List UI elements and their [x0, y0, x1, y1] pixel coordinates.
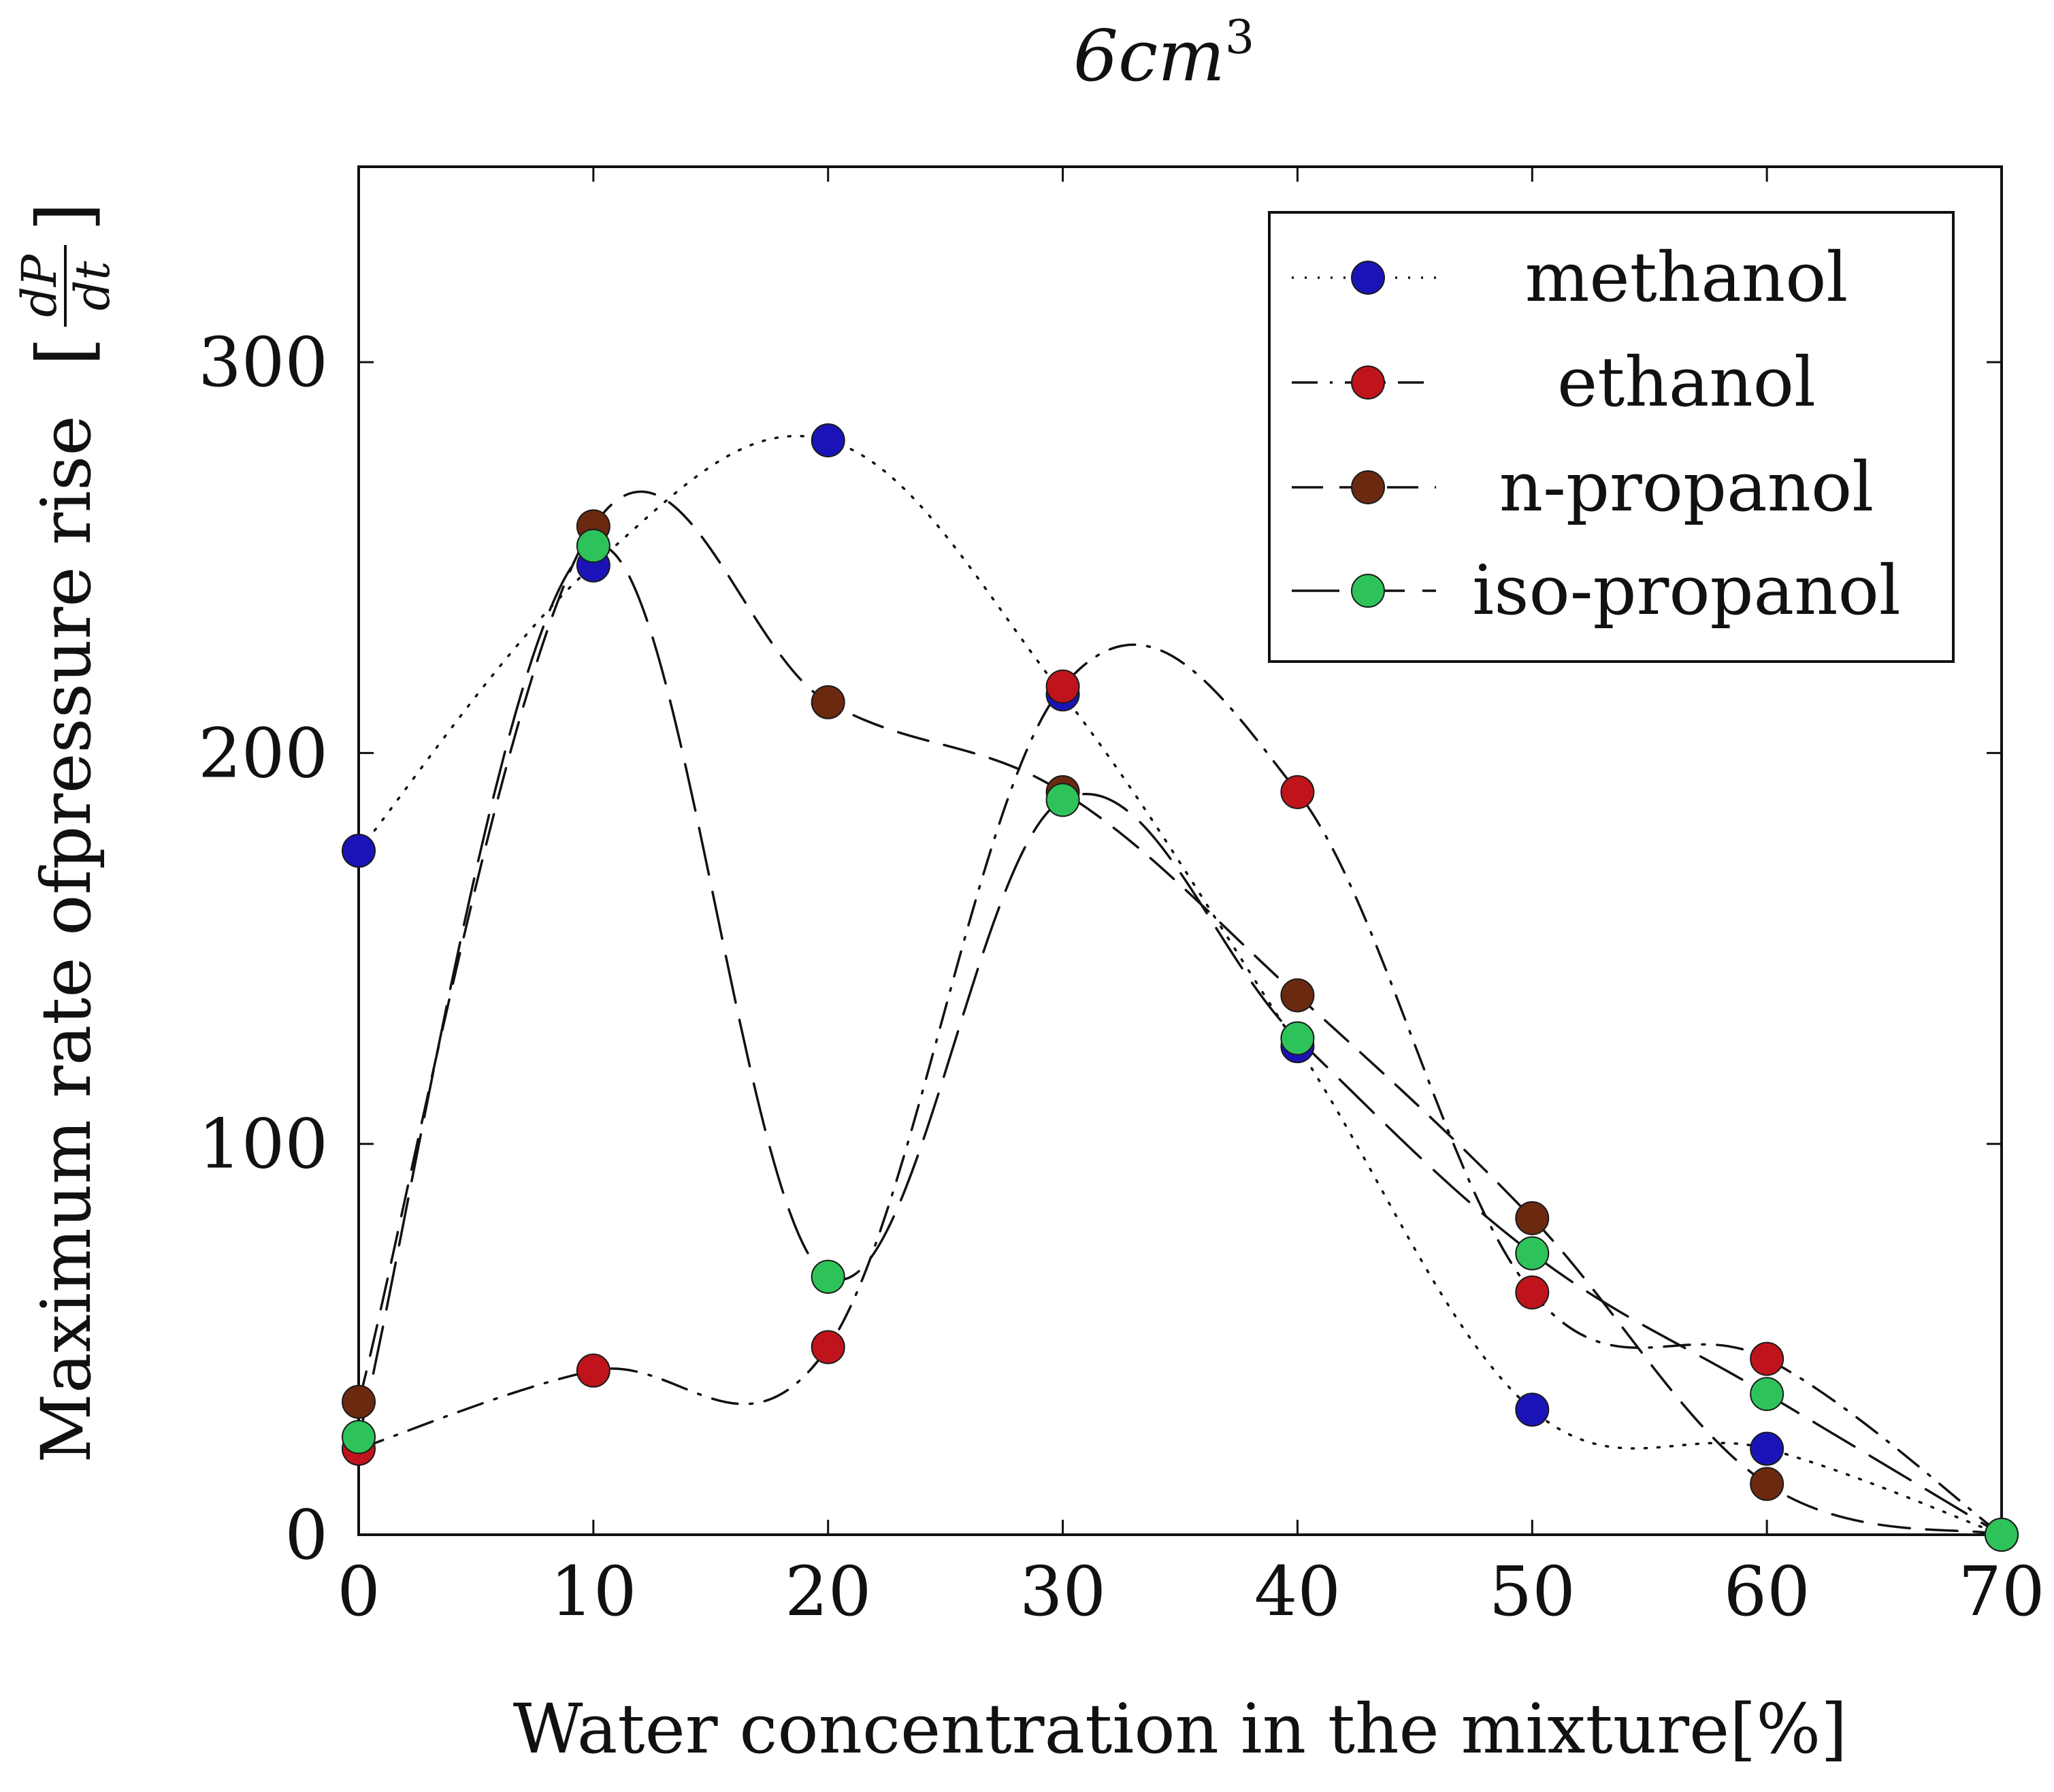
y-tick-label: 300 — [198, 323, 328, 402]
y-tick-label: 200 — [198, 713, 328, 793]
legend: methanol ethanol n-propanol iso-propanol — [1268, 211, 1955, 663]
x-tick-label: 20 — [785, 1552, 871, 1631]
legend-marker-n-propanol — [1351, 470, 1385, 504]
data-point-n-propanol — [1750, 1467, 1784, 1501]
y-axis-tick-labels: 0 100 200 300 — [198, 323, 328, 1575]
x-axis-tick-labels: 0 10 20 30 40 50 60 70 — [337, 1552, 2044, 1631]
y-axis-unit-denominator: dt — [65, 261, 120, 311]
y-axis-unit-bracket-right: ] — [20, 202, 108, 231]
data-point-iso-propanol — [1280, 1021, 1315, 1056]
x-tick-label: 30 — [1020, 1552, 1106, 1631]
data-point-methanol — [342, 834, 376, 868]
x-tick-label: 40 — [1254, 1552, 1341, 1631]
series-line-methanol — [357, 434, 2003, 1536]
data-point-iso-propanol — [1750, 1377, 1784, 1412]
data-point-methanol — [811, 423, 845, 457]
legend-label-n-propanol: n-propanol — [1499, 447, 1874, 527]
data-point-iso-propanol — [576, 529, 610, 564]
x-axis-label: Water concentration in the mixture[%] — [513, 1689, 1848, 1769]
y-axis-unit-bracket-left: [ — [20, 337, 108, 366]
data-point-n-propanol — [1280, 978, 1315, 1013]
x-tick-label: 0 — [337, 1552, 380, 1631]
legend-marker-ethanol — [1351, 365, 1385, 400]
data-point-ethanol — [1045, 669, 1080, 704]
y-axis-label: Maximum rate ofpressure rise — [27, 415, 106, 1463]
y-tick-label: 0 — [284, 1495, 328, 1575]
data-point-ethanol — [576, 1353, 610, 1388]
y-tick-label: 100 — [198, 1105, 328, 1184]
data-point-iso-propanol — [1985, 1518, 2019, 1552]
x-tick-label: 50 — [1489, 1552, 1576, 1631]
data-point-ethanol — [1515, 1275, 1550, 1309]
legend-marker-methanol — [1351, 261, 1385, 295]
chart-title: 6cm3 — [1073, 11, 1254, 97]
legend-label-ethanol: ethanol — [1557, 342, 1816, 422]
y-axis-label-group: Maximum rate ofpressure rise — [27, 415, 106, 1463]
series-line-n-propanol — [357, 490, 2003, 1536]
legend-entries: methanol ethanol n-propanol iso-propanol — [1292, 238, 1901, 630]
series-lines — [357, 434, 2003, 1536]
legend-label-iso-propanol: iso-propanol — [1472, 551, 1901, 630]
y-axis-unit-numerator: dP — [12, 253, 67, 317]
chart-title-main: 6cm — [1073, 14, 1225, 97]
data-point-methanol — [1515, 1392, 1550, 1427]
data-point-iso-propanol — [1515, 1236, 1550, 1271]
y-axis-unit: [ dP dt ] — [12, 202, 120, 366]
data-point-ethanol — [1750, 1341, 1784, 1376]
data-point-ethanol — [1280, 775, 1315, 809]
series-line-iso-propanol — [357, 544, 2003, 1536]
x-tick-label: 70 — [1958, 1552, 2044, 1631]
data-point-iso-propanol — [342, 1420, 376, 1454]
data-point-iso-propanol — [1045, 783, 1080, 817]
x-tick-label: 10 — [550, 1552, 636, 1631]
data-point-iso-propanol — [811, 1259, 845, 1294]
data-point-n-propanol — [342, 1384, 376, 1419]
data-point-ethanol — [811, 1330, 845, 1365]
legend-label-methanol: methanol — [1525, 238, 1848, 317]
x-tick-label: 60 — [1724, 1552, 1810, 1631]
data-point-methanol — [1750, 1431, 1784, 1466]
legend-marker-iso-propanol — [1351, 574, 1385, 608]
data-point-n-propanol — [1515, 1201, 1550, 1235]
data-point-n-propanol — [811, 685, 845, 719]
series-line-ethanol — [357, 643, 2003, 1536]
chart-title-superscript: 3 — [1225, 11, 1254, 65]
series-markers — [342, 423, 2019, 1552]
